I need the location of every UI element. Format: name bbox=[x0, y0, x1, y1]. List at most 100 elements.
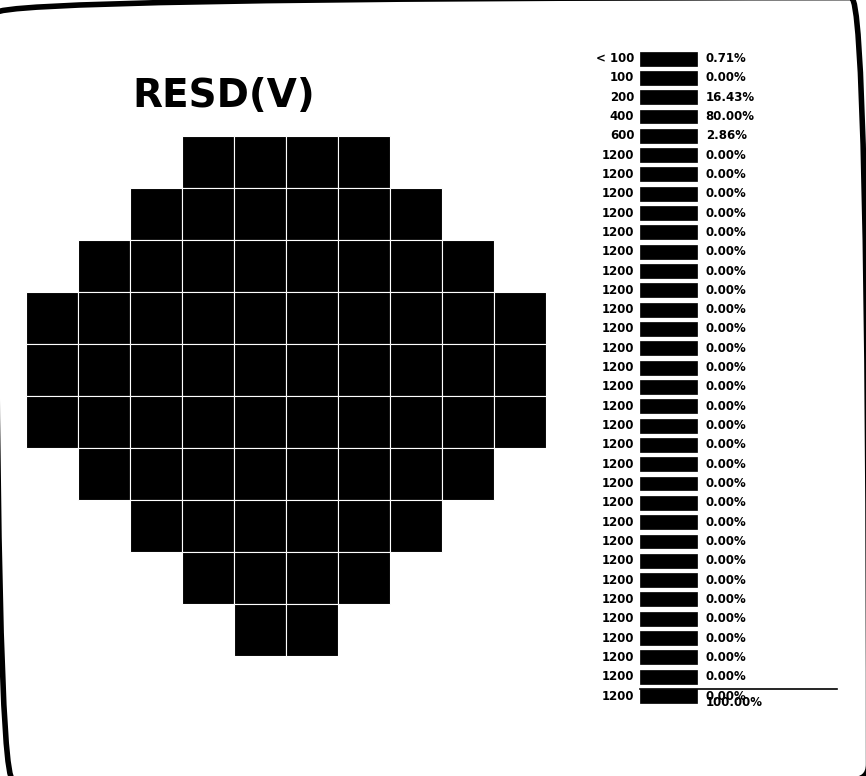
Text: 1200: 1200 bbox=[602, 690, 634, 702]
Bar bbox=[234, 396, 286, 448]
Text: 0.00%: 0.00% bbox=[706, 593, 746, 606]
Bar bbox=[640, 418, 697, 432]
Bar bbox=[442, 396, 494, 448]
Text: 0.00%: 0.00% bbox=[706, 458, 746, 471]
Bar bbox=[286, 396, 338, 448]
Bar bbox=[640, 631, 697, 645]
Bar bbox=[78, 344, 130, 396]
Bar bbox=[640, 593, 697, 606]
Bar bbox=[390, 500, 442, 552]
Bar bbox=[182, 500, 234, 552]
Text: 1200: 1200 bbox=[602, 341, 634, 355]
Bar bbox=[640, 496, 697, 510]
Text: 1200: 1200 bbox=[602, 380, 634, 393]
Bar bbox=[640, 573, 697, 587]
Text: 1200: 1200 bbox=[602, 265, 634, 278]
Bar bbox=[640, 400, 697, 414]
Text: 1200: 1200 bbox=[602, 149, 634, 161]
Bar bbox=[234, 500, 286, 552]
Bar bbox=[640, 129, 697, 143]
Bar bbox=[640, 438, 697, 452]
Text: 1200: 1200 bbox=[602, 573, 634, 587]
Text: 0.00%: 0.00% bbox=[706, 690, 746, 702]
Bar bbox=[338, 292, 390, 344]
Text: 1200: 1200 bbox=[602, 284, 634, 297]
Text: 1200: 1200 bbox=[602, 419, 634, 432]
Text: 0.00%: 0.00% bbox=[706, 573, 746, 587]
Text: 1200: 1200 bbox=[602, 593, 634, 606]
Bar bbox=[640, 476, 697, 490]
Bar bbox=[640, 206, 697, 220]
Bar bbox=[338, 552, 390, 604]
Text: 16.43%: 16.43% bbox=[706, 91, 755, 104]
Text: 0.00%: 0.00% bbox=[706, 168, 746, 181]
Bar bbox=[286, 448, 338, 500]
Bar bbox=[494, 344, 546, 396]
Text: 1200: 1200 bbox=[602, 612, 634, 625]
Bar bbox=[286, 240, 338, 292]
Bar bbox=[640, 689, 697, 703]
Bar bbox=[182, 552, 234, 604]
Bar bbox=[640, 303, 697, 317]
Bar bbox=[640, 109, 697, 123]
Text: 2.86%: 2.86% bbox=[706, 130, 746, 142]
Bar bbox=[640, 71, 697, 85]
Bar bbox=[78, 448, 130, 500]
Text: 0.00%: 0.00% bbox=[706, 632, 746, 645]
Text: 1200: 1200 bbox=[602, 361, 634, 374]
Bar bbox=[494, 292, 546, 344]
Text: 0.00%: 0.00% bbox=[706, 612, 746, 625]
Text: 1200: 1200 bbox=[602, 168, 634, 181]
Bar bbox=[640, 187, 697, 201]
Bar bbox=[338, 344, 390, 396]
Bar bbox=[182, 448, 234, 500]
Bar bbox=[390, 188, 442, 240]
Text: 0.00%: 0.00% bbox=[706, 71, 746, 85]
Text: 1200: 1200 bbox=[602, 187, 634, 200]
Bar bbox=[130, 292, 182, 344]
Bar bbox=[640, 168, 697, 182]
Bar bbox=[286, 344, 338, 396]
Bar bbox=[640, 670, 697, 684]
Bar bbox=[234, 604, 286, 656]
Text: < 100: < 100 bbox=[596, 52, 634, 65]
Bar bbox=[234, 240, 286, 292]
Text: 100.00%: 100.00% bbox=[706, 695, 763, 708]
Bar bbox=[640, 650, 697, 664]
Bar bbox=[130, 344, 182, 396]
Text: 1200: 1200 bbox=[602, 632, 634, 645]
Text: 400: 400 bbox=[610, 110, 634, 123]
Text: 0.00%: 0.00% bbox=[706, 149, 746, 161]
Text: 1200: 1200 bbox=[602, 245, 634, 258]
Bar bbox=[234, 552, 286, 604]
Bar bbox=[640, 264, 697, 278]
Text: 0.00%: 0.00% bbox=[706, 323, 746, 335]
Bar bbox=[338, 188, 390, 240]
Text: 1200: 1200 bbox=[602, 400, 634, 413]
Bar bbox=[234, 136, 286, 188]
Bar bbox=[130, 500, 182, 552]
Bar bbox=[442, 448, 494, 500]
Text: 0.00%: 0.00% bbox=[706, 380, 746, 393]
Bar bbox=[182, 396, 234, 448]
Bar bbox=[640, 515, 697, 529]
Bar bbox=[442, 292, 494, 344]
Text: 0.00%: 0.00% bbox=[706, 419, 746, 432]
Bar bbox=[286, 604, 338, 656]
Bar bbox=[338, 136, 390, 188]
Text: 1200: 1200 bbox=[602, 651, 634, 664]
Bar bbox=[390, 292, 442, 344]
Text: 0.00%: 0.00% bbox=[706, 477, 746, 490]
Text: RESD(V): RESD(V) bbox=[132, 77, 315, 115]
Bar bbox=[640, 226, 697, 239]
Text: 0.00%: 0.00% bbox=[706, 245, 746, 258]
Bar bbox=[182, 240, 234, 292]
Text: 0.00%: 0.00% bbox=[706, 341, 746, 355]
Bar bbox=[640, 457, 697, 471]
Bar bbox=[442, 240, 494, 292]
Text: 0.00%: 0.00% bbox=[706, 361, 746, 374]
Bar bbox=[130, 448, 182, 500]
Bar bbox=[26, 396, 78, 448]
Bar bbox=[182, 136, 234, 188]
Bar bbox=[390, 344, 442, 396]
